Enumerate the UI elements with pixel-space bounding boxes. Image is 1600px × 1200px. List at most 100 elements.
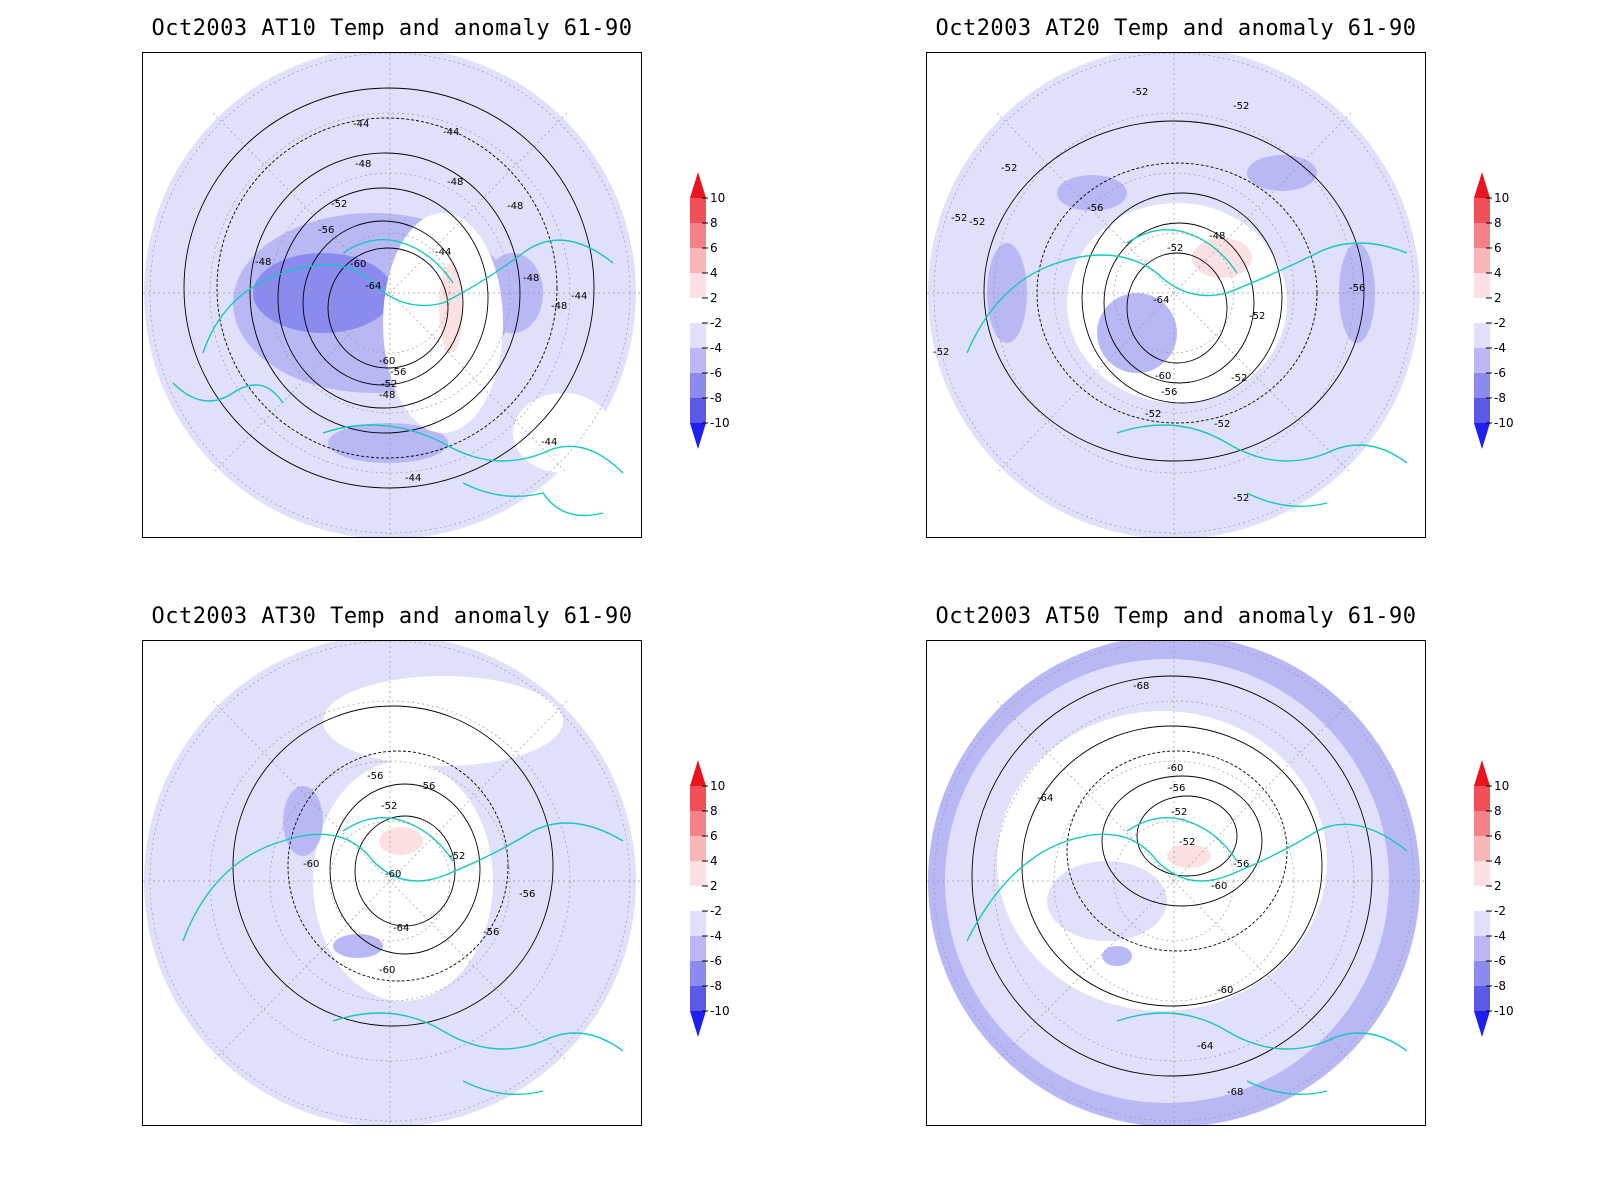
contour-label: -44 xyxy=(435,247,452,258)
anomaly-positive-region xyxy=(1192,238,1252,278)
polar-map xyxy=(143,641,641,1125)
colorbar-segment xyxy=(690,961,706,986)
anomaly-colorbar: 10 8 6 4 2 -2 -4 -6 -8 -10 xyxy=(1470,758,1560,1048)
colorbar-tick-label: 8 xyxy=(710,216,718,230)
anomaly-colorbar: 10 8 6 4 2 -2 -4 -6 -8 -10 xyxy=(686,170,776,460)
contour-label: -60 xyxy=(1155,371,1172,382)
contour-label: -64 xyxy=(1037,793,1054,804)
map-frame: -52 -52 -52 -52 -56 -52 -48 -64 -60 -56 … xyxy=(926,52,1426,538)
contour-label: -52 xyxy=(1145,409,1162,420)
graticule xyxy=(143,53,641,537)
coastlines xyxy=(966,816,1408,1095)
contour-label: -52 xyxy=(381,801,398,812)
contour-label: -56 xyxy=(1233,859,1250,870)
anomaly-dark-region xyxy=(1247,155,1317,191)
colorbar-svg: 10 8 6 4 2 -2 -4 -6 -8 -10 xyxy=(690,172,730,449)
contour-label: -52 xyxy=(1214,419,1231,430)
contour-label: -48 xyxy=(355,159,372,170)
contour-label: -64 xyxy=(365,281,382,292)
colorbar-segment xyxy=(690,223,706,248)
colorbar-segment xyxy=(1474,223,1490,248)
contour-label: -48 xyxy=(523,273,540,284)
contour-label: -56 xyxy=(1161,387,1178,398)
contour-label: -48 xyxy=(1209,231,1226,242)
colorbar-tick-label: -10 xyxy=(710,1004,730,1018)
contour-label: -52 xyxy=(951,213,968,224)
contour-label: -52 xyxy=(381,379,398,390)
colorbar-segment xyxy=(1474,323,1490,348)
colorbar-segment xyxy=(1474,886,1490,911)
colorbar-tick-label: -2 xyxy=(710,316,722,330)
contour-label: -60 xyxy=(1217,985,1234,996)
colorbar-segment xyxy=(690,911,706,936)
colorbar-tick-label: 6 xyxy=(1494,241,1502,255)
polar-map xyxy=(927,53,1425,537)
contour-label: -56 xyxy=(519,889,536,900)
contour-label: -44 xyxy=(541,437,558,448)
coastlines xyxy=(172,238,624,517)
colorbar-segment xyxy=(1474,273,1490,298)
colorbar-segment xyxy=(1474,248,1490,273)
graticule xyxy=(143,641,641,1125)
polar-map xyxy=(143,53,641,537)
contour-label: -56 xyxy=(483,927,500,938)
temperature-contours xyxy=(232,705,554,1027)
colorbar-segment xyxy=(1474,398,1490,423)
map-title: Oct2003 AT20 Temp and anomaly 61-90 xyxy=(935,16,1417,41)
colorbar-tick-label: -10 xyxy=(1494,416,1514,430)
contour-label: -48 xyxy=(379,390,396,401)
contour-label: -48 xyxy=(447,177,464,188)
colorbar-arrow-top xyxy=(690,760,706,786)
contour-label: -56 xyxy=(367,771,384,782)
colorbar-tick-label: -8 xyxy=(710,979,722,993)
colorbar-arrow-top xyxy=(1474,760,1490,786)
colorbar-segment xyxy=(690,348,706,373)
contour-label: -60 xyxy=(379,965,396,976)
anomaly-dark-region xyxy=(1102,946,1132,966)
colorbar-tick-label: 2 xyxy=(1494,291,1502,305)
colorbar-segment xyxy=(1474,936,1490,961)
anomaly-dark-region xyxy=(333,934,383,958)
colorbar-segment xyxy=(690,198,706,223)
contour-label: -44 xyxy=(353,119,370,130)
coastlines xyxy=(966,228,1408,507)
colorbar-segment xyxy=(1474,348,1490,373)
contour-label: -52 xyxy=(1231,373,1248,384)
colorbar-segment xyxy=(690,373,706,398)
colorbar-segment xyxy=(1474,298,1490,323)
map-panel-at10: Oct2003 AT10 Temp and anomaly 61-90 xyxy=(0,0,800,600)
contour-label: -64 xyxy=(1153,295,1170,306)
contour-label: -56 xyxy=(318,225,335,236)
contour-label: -60 xyxy=(385,869,402,880)
colorbar-segment xyxy=(1474,373,1490,398)
anomaly-dark-region xyxy=(1057,175,1127,211)
temperature-contours xyxy=(983,120,1365,462)
colorbar-svg: 10 8 6 4 2 -2 -4 -6 -8 -10 xyxy=(690,760,730,1037)
contour-label: -52 xyxy=(1249,311,1266,322)
contour-label: -60 xyxy=(303,859,320,870)
contour-label: -52 xyxy=(969,217,986,228)
anomaly-colorbar: 10 8 6 4 2 -2 -4 -6 -8 -10 xyxy=(686,758,776,1048)
contour-label: -52 xyxy=(1179,837,1196,848)
contour-label: -52 xyxy=(1233,101,1250,112)
map-panel-at20: Oct2003 AT20 Temp and anomaly 61-90 xyxy=(784,0,1584,600)
contour-label: -56 xyxy=(1169,783,1186,794)
map-panel-at30: Oct2003 AT30 Temp and anomaly 61-90 xyxy=(0,588,800,1188)
colorbar-tick-label: -4 xyxy=(710,341,722,355)
colorbar-svg: 10 8 6 4 2 -2 -4 -6 -8 -10 xyxy=(1474,172,1514,449)
anomaly-positive-region xyxy=(1167,844,1211,868)
contour-label: -48 xyxy=(255,257,272,268)
colorbar-segment xyxy=(690,298,706,323)
colorbar-tick-label: -2 xyxy=(710,904,722,918)
anomaly-positive-region xyxy=(379,827,423,855)
contour-label: -44 xyxy=(405,473,422,484)
colorbar-tick-label: 10 xyxy=(1494,779,1509,793)
contour-label: -56 xyxy=(390,367,407,378)
anomaly-colorbar: 10 8 6 4 2 -2 -4 -6 -8 -10 xyxy=(1470,170,1560,460)
colorbar-tick-label: 6 xyxy=(1494,829,1502,843)
colorbar-tick-label: -4 xyxy=(1494,341,1506,355)
map-title: Oct2003 AT50 Temp and anomaly 61-90 xyxy=(935,604,1417,629)
graticule xyxy=(927,53,1425,537)
colorbar-tick-label: 6 xyxy=(710,241,718,255)
map-title: Oct2003 AT10 Temp and anomaly 61-90 xyxy=(151,16,633,41)
